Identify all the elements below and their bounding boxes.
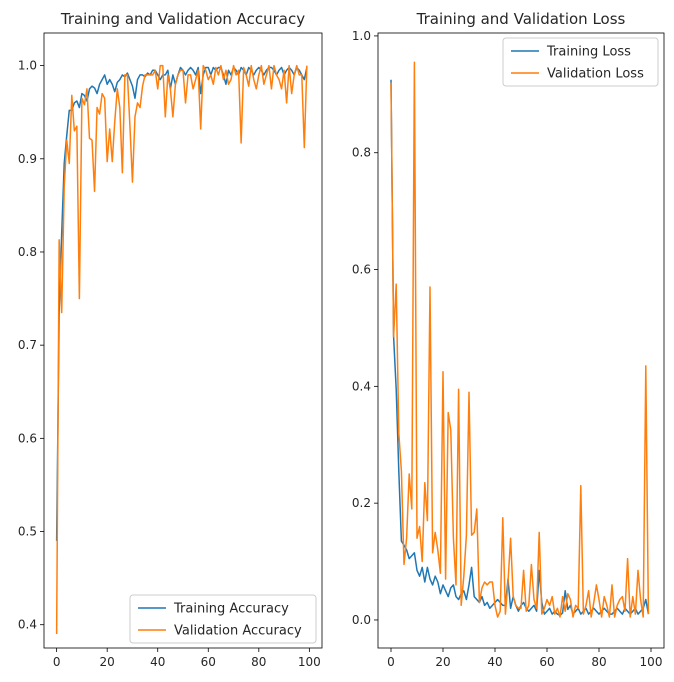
legend-label: Training Loss	[546, 45, 631, 60]
x-tick-label: 40	[487, 655, 502, 669]
y-tick-label: 0.9	[18, 152, 37, 166]
y-tick-label: 0.5	[18, 525, 37, 539]
x-tick-label: 40	[150, 655, 165, 669]
y-tick-label: 0.6	[352, 263, 371, 277]
x-tick-label: 80	[251, 655, 266, 669]
legend-label: Training Accuracy	[173, 602, 289, 617]
x-tick-label: 20	[435, 655, 450, 669]
x-tick-label: 20	[100, 655, 115, 669]
accuracy-chart: Training and Validation Accuracy 0 20 40 60 8…	[18, 10, 323, 669]
legend: Training Accuracy Validation Accuracy	[129, 594, 317, 644]
x-tick-label: 0	[387, 655, 395, 669]
plot-frame	[43, 32, 323, 649]
plot-frame	[377, 32, 665, 649]
legend-label: Validation Accuracy	[174, 624, 302, 639]
legend: Training Loss Validation Loss	[502, 37, 659, 87]
x-tick-label: 0	[53, 655, 61, 669]
series-line-validation-accuracy	[55, 64, 308, 635]
x-tick-label: 100	[640, 655, 663, 669]
loss-chart: Training and Validation Loss 0 20 40 60 80 100…	[352, 10, 665, 669]
y-tick-label: 0.8	[352, 146, 371, 160]
y-tick-label: 0.4	[18, 618, 37, 632]
legend-box	[502, 37, 659, 87]
x-tick-label: 60	[201, 655, 216, 669]
y-tick-label: 0.4	[352, 379, 371, 393]
series-line-training-accuracy	[55, 66, 308, 541]
legend-box	[129, 594, 317, 644]
chart-title: Training and Validation Loss	[416, 10, 626, 28]
y-tick-label: 1.0	[352, 29, 371, 43]
y-tick-label: 0.6	[18, 431, 37, 445]
x-tick-label: 100	[298, 655, 321, 669]
y-tick-label: 0.8	[18, 245, 37, 259]
x-tick-label: 80	[591, 655, 606, 669]
y-tick-label: 0.2	[352, 496, 371, 510]
chart-title: Training and Validation Accuracy	[60, 10, 305, 28]
series-line-validation-loss	[390, 61, 650, 618]
y-tick-label: 0.0	[352, 613, 371, 627]
y-tick-label: 1.0	[18, 59, 37, 73]
x-tick-label: 60	[539, 655, 554, 669]
y-tick-label: 0.7	[18, 338, 37, 352]
legend-label: Validation Loss	[547, 67, 644, 82]
